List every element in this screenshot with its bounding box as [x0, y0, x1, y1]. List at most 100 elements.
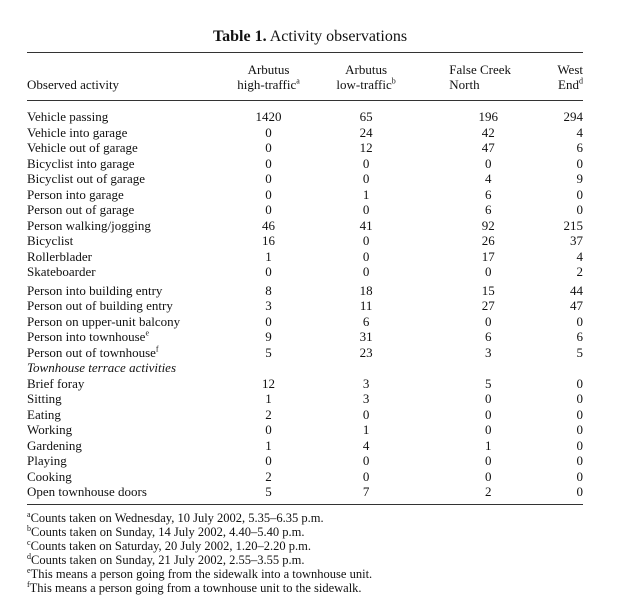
table-row: Bicyclist 16 0 26 37	[27, 233, 583, 249]
cell-value: 0	[265, 186, 272, 202]
table-row: Vehicle out of garage 0 12 47 6	[27, 140, 583, 156]
cell-value: 0	[265, 155, 272, 171]
row-label: Bicyclist into garage	[27, 156, 224, 172]
cell-value: 0	[576, 484, 584, 500]
cell-value: 0	[265, 264, 272, 280]
footnotes: aCounts taken on Wednesday, 10 July 2002…	[27, 509, 373, 595]
cell-value: 0	[576, 406, 584, 422]
cell-value: 6	[485, 186, 492, 202]
footnote: aCounts taken on Wednesday, 10 July 2002…	[27, 509, 372, 525]
row-label: Person into building entry	[27, 280, 224, 299]
cell-value: 37	[570, 233, 583, 249]
cell-value: 27	[481, 298, 495, 314]
row-label: Sitting	[27, 391, 224, 407]
cell-value: 0	[485, 453, 492, 469]
cell-value: 0	[265, 422, 272, 438]
cell-value: 0	[265, 171, 272, 187]
label-text: Brief foray	[27, 375, 85, 391]
cell-value: 0	[576, 155, 584, 171]
table-row: Person out of building entry 3 11 27 47	[27, 298, 583, 314]
label-text: Sitting	[27, 391, 62, 407]
cell-value: 1	[362, 422, 370, 438]
cell-value: 5	[576, 344, 584, 360]
cell-value: 2	[265, 406, 272, 422]
footnote: dCounts taken on Sunday, 21 July 2002, 2…	[27, 551, 372, 567]
footnote-text: This means a person going from a townhou…	[29, 581, 362, 595]
column-header: Arbutus low-trafficb	[312, 52, 420, 101]
row-label: Person into townhousee	[27, 329, 224, 345]
cell-value: 44	[570, 282, 583, 298]
cell-value: 42	[481, 124, 495, 140]
table-row: Person into townhousee 9 31 6 6	[27, 329, 583, 345]
footnote-marker: d	[27, 551, 31, 561]
label-text: Open townhouse doors	[27, 484, 147, 500]
cell-value: 0	[265, 313, 272, 329]
cell-value: 3	[485, 344, 492, 360]
label-text: Person walking/jogging	[27, 217, 151, 233]
cell-value: 196	[478, 109, 499, 125]
cell-value: 0	[265, 124, 272, 140]
cell-value: 6	[576, 329, 584, 345]
header-line: Arbutus	[345, 62, 388, 77]
cell-value: 1	[265, 437, 272, 453]
row-label: Person on upper-unit balcony	[27, 314, 224, 330]
header-line: False Creek	[449, 62, 512, 77]
cell-value: 18	[359, 282, 373, 298]
row-label: Vehicle out of garage	[27, 140, 224, 156]
footnote-text: Counts taken on Sunday, 21 July 2002, 2.…	[31, 553, 305, 567]
table-row: Person out of garage 0 0 6 0	[27, 202, 583, 218]
header-line: End	[558, 77, 579, 92]
row-label: Vehicle into garage	[27, 125, 224, 141]
cell-value: 0	[576, 453, 584, 469]
row-label: Person into garage	[27, 187, 224, 203]
header-line: Arbutus	[247, 62, 290, 77]
cell-value: 0	[362, 155, 370, 171]
cell-value: 41	[359, 217, 373, 233]
label-text: Gardening	[27, 437, 82, 453]
cell-value: 0	[362, 233, 370, 249]
column-header: Observed activity	[27, 52, 225, 101]
note-marker: d	[579, 76, 583, 86]
cell-value: 12	[262, 375, 276, 391]
cell-value: 0	[265, 453, 272, 469]
footnote-text: This means a person going from the sidew…	[30, 567, 373, 581]
table-row: Person on upper-unit balcony 0 6 0 0	[27, 314, 583, 330]
table-row: Vehicle into garage 0 24 42 4	[27, 125, 583, 141]
table-row: Sitting 1 3 0 0	[27, 391, 583, 407]
cell-value: 16	[262, 233, 276, 249]
cell-value: 6	[362, 313, 370, 329]
row-label: Rollerblader	[27, 249, 224, 265]
row-label: Person out of townhousef	[27, 345, 224, 361]
cell-value: 0	[265, 140, 272, 156]
cell-value: 15	[481, 282, 495, 298]
cell-value: 4	[576, 248, 584, 264]
table-row: Playing 0 0 0 0	[27, 453, 583, 469]
label-text: Rollerblader	[27, 248, 92, 264]
cell-value: 0	[362, 453, 370, 469]
cell-value: 0	[485, 391, 492, 407]
cell-value: 7	[362, 484, 370, 500]
cell-value: 0	[485, 406, 492, 422]
cell-value: 0	[362, 468, 370, 484]
row-label: Gardening	[27, 438, 224, 454]
footnote: eThis means a person going from the side…	[27, 565, 373, 581]
cell-value: 0	[485, 155, 492, 171]
footnote-marker: e	[27, 565, 31, 575]
footnote: bCounts taken on Sunday, 14 July 2002, 4…	[27, 524, 372, 539]
cell-value: 9	[576, 171, 584, 187]
table-row: Skateboarder 0 0 0 2	[27, 264, 583, 280]
cell-value: 1	[362, 186, 370, 202]
row-label: Vehicle passing	[27, 101, 224, 125]
label-text: Person out of townhouse	[27, 344, 156, 360]
cell-value: 0	[576, 468, 584, 484]
note-marker: e	[145, 328, 150, 338]
cell-value: 47	[570, 298, 583, 314]
label-text: Person out of garage	[27, 202, 135, 218]
footnote-marker: a	[27, 509, 31, 519]
column-header: Arbutus high-traffica	[224, 52, 313, 101]
footnote-marker: c	[27, 537, 31, 547]
header-line: North	[449, 77, 480, 92]
label-text: Vehicle passing	[27, 109, 109, 125]
cell-value: 5	[485, 375, 492, 391]
cell-value: 4	[576, 124, 584, 140]
